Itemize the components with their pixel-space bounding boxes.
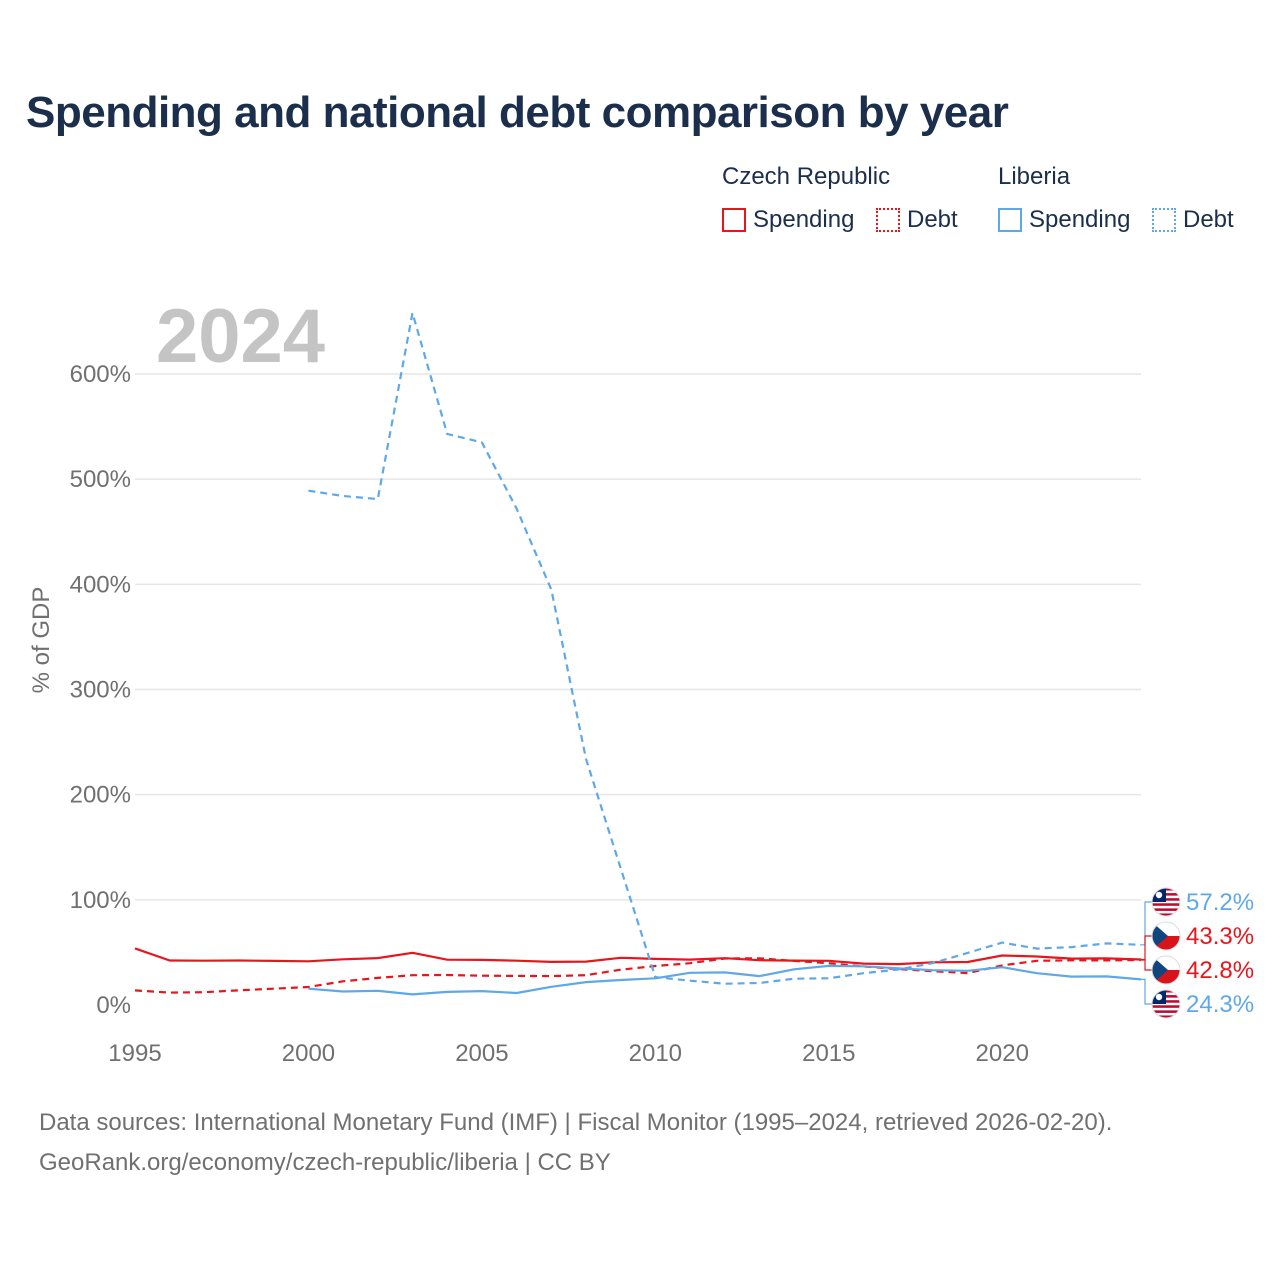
- series-layer: [134, 311, 1142, 996]
- flag-fill: [1152, 922, 1180, 950]
- flag-stripe: [1152, 1005, 1180, 1008]
- x-tick-label: 2010: [629, 1040, 682, 1067]
- legend-swatch-solid-icon: [722, 208, 746, 232]
- y-tick-label: 400%: [70, 571, 131, 598]
- chart-title: Spending and national debt comparison by…: [26, 88, 1009, 137]
- legend-swatch-solid-icon: [998, 208, 1022, 232]
- legend-item-czech-debt[interactable]: Debt: [876, 205, 958, 235]
- flag-stripe: [1152, 1015, 1180, 1018]
- legend-label: Debt: [1183, 206, 1234, 233]
- legend-group-czech-republic: Czech Republic: [722, 163, 891, 190]
- footer-credit: GeoRank.org/economy/czech-republic/liber…: [39, 1149, 611, 1176]
- legend-label: Spending: [1029, 206, 1131, 233]
- x-tick-label: 1995: [108, 1040, 161, 1067]
- legend-group-liberia: Liberia: [998, 163, 1071, 190]
- czech-flag-icon: [1151, 921, 1181, 951]
- flag-triangle: [1152, 956, 1168, 984]
- flag-triangle: [1152, 922, 1168, 950]
- end-value-label: 57.2%: [1186, 889, 1254, 916]
- end-value-label: 24.3%: [1186, 991, 1254, 1018]
- y-tick-label: 500%: [70, 466, 131, 493]
- liberia-flag-icon: [1151, 887, 1181, 917]
- y-tick-label: 100%: [70, 887, 131, 914]
- end-label-layer: 57.2% 43.3% 42.8% 24.3%: [1141, 887, 1254, 1019]
- series-line-czech-republic-debt: [134, 957, 1142, 994]
- footer-source: Data sources: International Monetary Fun…: [39, 1109, 1113, 1136]
- flag-star: [1155, 993, 1163, 1001]
- end-value-label: 43.3%: [1186, 923, 1254, 950]
- end-label-connector: [1141, 901, 1153, 946]
- flag-stripe: [1152, 908, 1180, 911]
- x-tick-label: 2015: [802, 1040, 855, 1067]
- grid-layer: [135, 373, 1141, 901]
- legend-swatch-dotted-icon: [1152, 208, 1176, 232]
- flag-stripe: [1152, 913, 1180, 916]
- series-line-czech-republic-spending: [134, 947, 1142, 966]
- legend-item-liberia-spending[interactable]: Spending: [998, 205, 1130, 235]
- axis-layer: 0% 100% 200% 300% 400% 500% 600% 1995 2000 2005 20…: [70, 361, 1029, 1067]
- end-value-label: 42.8%: [1186, 957, 1254, 984]
- x-tick-label: 2005: [455, 1040, 508, 1067]
- series-line-liberia-spending: [308, 964, 1142, 996]
- legend-swatch-dotted-icon: [876, 208, 900, 232]
- czech-flag-icon: [1151, 955, 1181, 985]
- end-label-connector: [1141, 959, 1153, 971]
- x-tick-label: 2000: [282, 1040, 335, 1067]
- flag-border: [1151, 887, 1181, 917]
- flag-stripe: [1152, 1010, 1180, 1013]
- flag-star: [1155, 891, 1163, 899]
- x-tick-label: 2020: [976, 1040, 1029, 1067]
- legend-item-czech-spending[interactable]: Spending: [722, 205, 854, 235]
- legend-label: Spending: [753, 206, 855, 233]
- y-tick-label: 600%: [70, 361, 131, 388]
- flag-fill: [1152, 956, 1180, 984]
- y-tick-label: 0%: [96, 992, 131, 1019]
- end-label-connector: [1141, 935, 1153, 961]
- legend-label: Debt: [907, 206, 958, 233]
- flag-border: [1151, 921, 1181, 951]
- liberia-flag-icon: [1151, 989, 1181, 1019]
- series-line-liberia-debt: [308, 311, 1142, 985]
- y-tick-label: 300%: [70, 677, 131, 704]
- flag-border: [1151, 955, 1181, 985]
- flag-border: [1151, 989, 1181, 1019]
- y-tick-label: 200%: [70, 782, 131, 809]
- legend-item-liberia-debt[interactable]: Debt: [1152, 205, 1234, 235]
- year-watermark: 2024: [156, 294, 325, 379]
- flag-stripe: [1152, 903, 1180, 906]
- y-axis-label: % of GDP: [28, 587, 55, 694]
- end-label-connector: [1141, 978, 1153, 1005]
